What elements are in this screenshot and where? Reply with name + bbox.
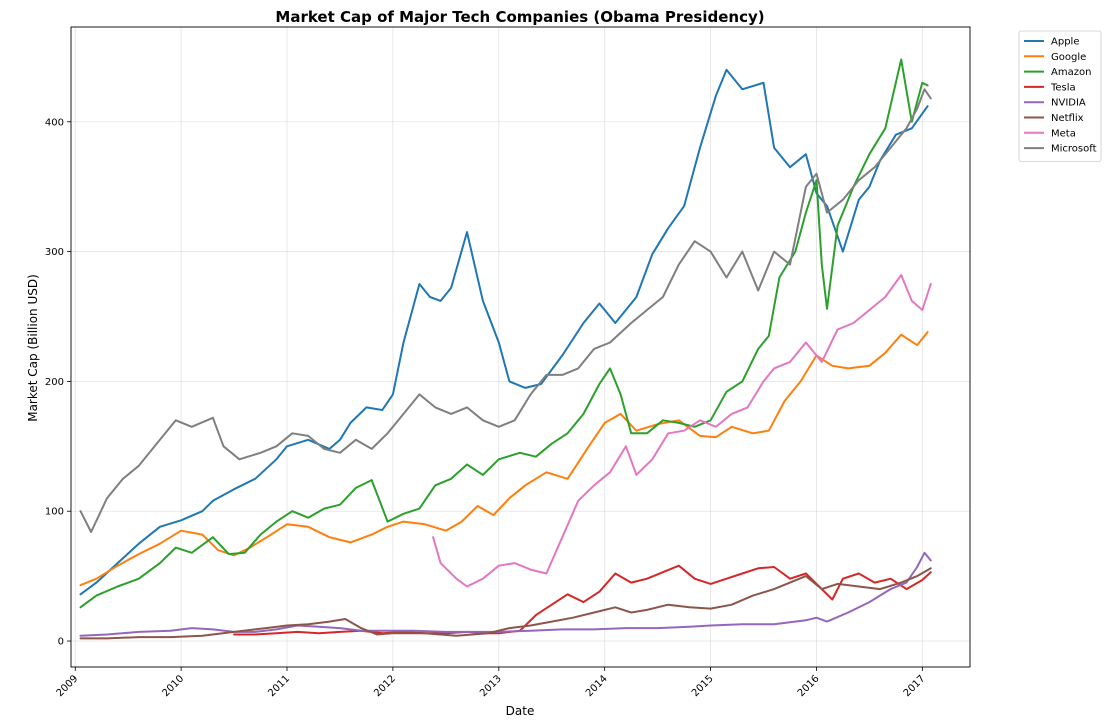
legend-label: Netflix [1051, 113, 1084, 124]
x-tick-label: 2015 [690, 673, 716, 699]
legend-label: Amazon [1051, 67, 1091, 78]
x-tick-label: 2013 [478, 673, 504, 699]
x-axis: 2009 2010 2011 2012 2013 2014 2015 2016 2017 [55, 667, 928, 699]
legend-label: Microsoft [1051, 144, 1097, 155]
legend-label: NVIDIA [1051, 98, 1086, 109]
legend-label: Apple [1051, 37, 1079, 48]
x-tick-label: 2011 [266, 673, 292, 699]
series-line-microsoft [79, 88, 932, 533]
y-axis: 0 100 200 300 400 [45, 117, 71, 648]
legend-box [1018, 30, 1102, 162]
y-tick-label: 0 [58, 637, 64, 648]
x-axis-label: Date [506, 704, 535, 718]
plot-frame [70, 26, 971, 668]
series-layer [79, 58, 932, 640]
legend-label: Meta [1051, 128, 1076, 139]
legend-label: Tesla [1050, 82, 1076, 93]
y-tick-label: 100 [45, 507, 64, 518]
series-line-apple [79, 68, 929, 596]
x-tick-label: 2012 [372, 673, 398, 699]
series-line-netflix [79, 567, 932, 640]
y-tick-label: 400 [45, 117, 64, 128]
series-line-meta [432, 274, 932, 588]
series-line-tesla [233, 564, 932, 636]
x-tick-label: 2016 [796, 673, 822, 699]
legend: Apple Google Amazon Tesla NVIDIA Netflix Meta M… [1018, 30, 1102, 162]
grid [71, 27, 970, 667]
y-tick-label: 200 [45, 377, 64, 388]
legend-label: Google [1051, 52, 1086, 63]
x-tick-label: 2014 [584, 673, 610, 699]
y-axis-label: Market Cap (Billion USD) [26, 274, 40, 422]
series-line-amazon [79, 58, 929, 609]
x-tick-label: 2017 [902, 673, 928, 699]
y-tick-label: 300 [45, 247, 64, 258]
x-tick-label: 2009 [55, 673, 81, 699]
chart-title: Market Cap of Major Tech Companies (Obam… [275, 8, 764, 26]
x-tick-label: 2010 [160, 673, 186, 699]
